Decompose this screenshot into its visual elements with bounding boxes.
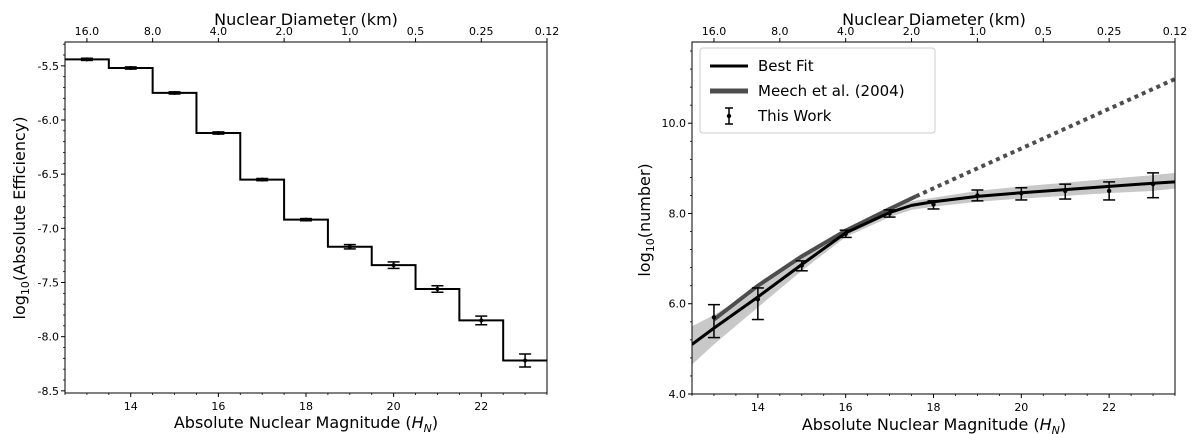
- efficiency-x-tick-label: 18: [299, 400, 313, 413]
- efficiency-point: [347, 244, 352, 249]
- number-y-tick-label: 8.0: [669, 207, 687, 220]
- number-top-tick-label: 0.12: [1163, 25, 1188, 38]
- number-top-tick-label: 0.25: [1097, 25, 1122, 38]
- number-y-axis-label: log10(number): [635, 163, 657, 276]
- efficiency-point: [84, 57, 89, 62]
- number-top-tick-label: 8.0: [771, 25, 789, 38]
- best-fit-confidence-band: [692, 172, 1175, 365]
- number-top-tick-label: 16.0: [702, 25, 727, 38]
- efficiency-point: [216, 131, 221, 135]
- efficiency-top-tick-label: 4.0: [210, 25, 228, 38]
- efficiency-axes: 14 16 18 20 22 -5.5 -6.0 -6.5 -7.0 -7.5 -8.0 -8.5 16…: [38, 25, 560, 413]
- legend-meech-label: Meech et al. (2004): [758, 82, 905, 100]
- efficiency-step-line: [65, 58, 547, 362]
- efficiency-top-tick-label: 1.0: [341, 25, 359, 38]
- this-work-point: [755, 297, 761, 302]
- efficiency-top-axis-label: Nuclear Diameter (km): [214, 10, 398, 29]
- meech-extrapolation-line: [915, 77, 1175, 199]
- efficiency-top-tick-label: 16.0: [75, 25, 100, 38]
- number-x-axis-label: Absolute Nuclear Magnitude (HN): [802, 415, 1066, 434]
- this-work-point: [799, 263, 804, 268]
- this-work-point: [711, 315, 717, 320]
- this-work-point: [1019, 190, 1024, 196]
- efficiency-y-tick-label: -6.0: [38, 114, 59, 127]
- number-axes: 14 16 18 20 22 4.0 6.0 8.0 10.0 16.0 8.0 4.0 2.0 1.0 0…: [662, 25, 1188, 414]
- this-work-point: [843, 231, 848, 236]
- efficiency-point: [260, 177, 265, 182]
- efficiency-top-tick-label: 0.25: [469, 25, 494, 38]
- efficiency-point: [304, 217, 308, 222]
- efficiency-point: [435, 287, 440, 291]
- efficiency-point: [391, 263, 396, 268]
- efficiency-point: [128, 66, 133, 70]
- efficiency-top-tick-label: 0.5: [407, 25, 425, 38]
- efficiency-point: [172, 90, 177, 95]
- number-x-tick-label: 16: [839, 401, 853, 414]
- number-y-tick-label: 6.0: [669, 298, 687, 311]
- this-work-point: [1063, 188, 1068, 194]
- efficiency-x-tick-label: 14: [124, 400, 138, 413]
- legend-best-fit-label: Best Fit: [758, 57, 814, 75]
- efficiency-y-tick-label: -8.5: [38, 385, 59, 398]
- efficiency-point: [523, 358, 528, 363]
- number-y-tick-label: 4.0: [669, 388, 687, 401]
- number-x-tick-label: 20: [1014, 401, 1028, 414]
- this-work-error-bar: [751, 287, 764, 321]
- number-top-tick-label: 0.5: [1035, 25, 1053, 38]
- legend: Best Fit Meech et al. (2004) This Work: [699, 47, 936, 134]
- efficiency-y-tick-label: -5.5: [38, 60, 59, 73]
- efficiency-chart: 14 16 18 20 22 -5.5 -6.0 -6.5 -7.0 -7.5 -8.0 -8.5 16…: [10, 10, 559, 434]
- efficiency-y-tick-label: -7.5: [38, 277, 59, 290]
- this-work-point: [975, 193, 980, 198]
- efficiency-x-tick-label: 20: [387, 400, 401, 413]
- efficiency-y-tick-label: -6.5: [38, 168, 59, 181]
- number-y-tick-label: 10.0: [662, 117, 687, 130]
- meech-line: [712, 194, 917, 322]
- number-top-tick-label: 1.0: [969, 25, 987, 38]
- legend-this-work-swatch: [725, 107, 733, 125]
- efficiency-x-axis-label: Absolute Nuclear Magnitude (HN): [174, 413, 438, 434]
- number-x-tick-label: 22: [1102, 401, 1116, 414]
- this-work-error-bar: [707, 303, 720, 339]
- this-work-point: [1106, 188, 1112, 194]
- efficiency-data: [65, 57, 547, 368]
- efficiency-top-tick-label: 0.12: [535, 25, 560, 38]
- number-x-tick-label: 18: [927, 401, 941, 414]
- number-chart: 14 16 18 20 22 4.0 6.0 8.0 10.0 16.0 8.0 4.0 2.0 1.0 0…: [635, 10, 1187, 434]
- efficiency-y-tick-label: -8.0: [38, 331, 59, 344]
- number-data: [692, 77, 1175, 365]
- efficiency-plot-frame: [64, 41, 548, 394]
- best-fit-line: [692, 180, 1175, 346]
- this-work-point: [1150, 181, 1156, 187]
- efficiency-x-tick-label: 16: [211, 400, 225, 413]
- number-top-tick-label: 2.0: [903, 25, 921, 38]
- efficiency-top-tick-label: 8.0: [144, 25, 162, 38]
- efficiency-y-tick-label: -7.0: [38, 222, 59, 235]
- efficiency-x-tick-label: 22: [474, 400, 488, 413]
- this-work-point: [887, 211, 892, 216]
- number-top-tick-label: 4.0: [837, 25, 855, 38]
- efficiency-top-tick-label: 2.0: [275, 25, 293, 38]
- legend-box: [699, 47, 936, 134]
- number-x-tick-label: 14: [751, 401, 765, 414]
- efficiency-point: [479, 318, 484, 323]
- efficiency-y-axis-label: log10(Absolute Efficiency): [10, 117, 32, 320]
- number-top-axis-label: Nuclear Diameter (km): [842, 10, 1026, 29]
- this-work-point: [931, 202, 936, 207]
- number-series: [692, 77, 1175, 365]
- legend-this-work-label: This Work: [757, 107, 832, 125]
